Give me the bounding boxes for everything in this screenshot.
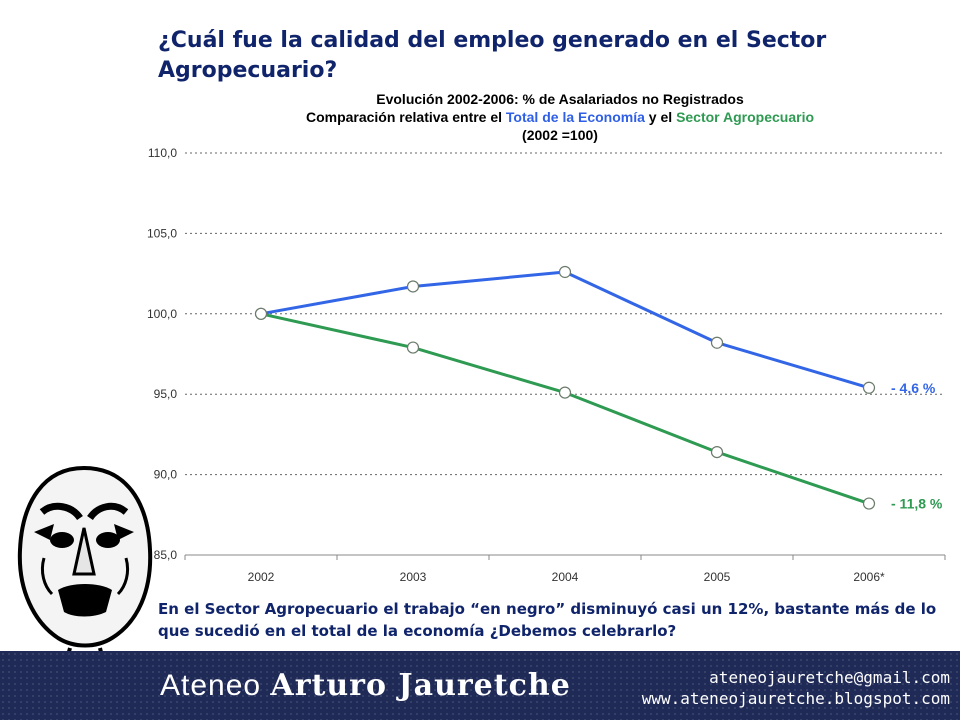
y-tick-label: 85,0	[154, 548, 178, 562]
slide-title: ¿Cuál fue la calidad del empleo generado…	[158, 28, 827, 83]
data-point	[558, 386, 572, 399]
data-point	[558, 265, 572, 279]
brand-part2: Arturo Jauretche	[270, 668, 571, 703]
data-point	[862, 381, 876, 394]
contact-info: ateneojauretche@gmail.com www.ateneojaur…	[642, 667, 950, 709]
chart-subtitle-mid: y el	[644, 109, 677, 125]
data-point	[406, 341, 420, 354]
mascot-illustration	[17, 465, 153, 707]
x-tick-label: 2004	[552, 570, 579, 584]
y-tick-label: 100,0	[147, 307, 177, 321]
series-end-label: - 4,6 %	[891, 380, 936, 396]
chart-subtitle: Comparación relativa entre el Total de l…	[230, 108, 890, 126]
data-point	[406, 280, 420, 293]
y-tick-label: 110,0	[148, 146, 177, 160]
y-tick-label: 90,0	[154, 468, 178, 482]
line-chart: 110,0 105,0 100,0 95,0 90,0 85,0 2002 2003 2004 2…	[147, 146, 946, 584]
x-tick-label: 2005	[704, 570, 731, 584]
data-point	[710, 445, 724, 459]
chart-subtitle-agro: Sector Agropecuario	[676, 109, 815, 125]
data-point	[710, 336, 724, 349]
contact-email[interactable]: ateneojauretche@gmail.com	[709, 668, 950, 687]
x-tick-label: 2002	[248, 570, 275, 584]
y-tick-label: 105,0	[147, 226, 177, 240]
chart-subtitle-prefix: Comparación relativa entre el	[305, 109, 506, 125]
chart-title: Evolución 2002-2006: % de Asalariados no…	[376, 91, 744, 107]
series-end-label: - 11,8 %	[891, 496, 943, 512]
footer-texture	[0, 651, 960, 720]
data-point	[862, 497, 876, 510]
chart-base-note: (2002 =100)	[522, 127, 598, 143]
chart-subtitle-total: Total de la Economía	[505, 109, 645, 125]
series-line-1	[260, 270, 870, 390]
brand-name: Ateneo Arturo Jauretche	[160, 668, 571, 703]
x-tick-label: 2006*	[853, 570, 885, 584]
brand-part1: Ateneo	[160, 669, 271, 702]
caption-text: En el Sector Agropecuario el trabajo “en…	[158, 600, 937, 640]
y-tick-label: 95,0	[154, 387, 178, 401]
contact-website[interactable]: www.ateneojauretche.blogspot.com	[641, 689, 950, 708]
data-point	[254, 307, 268, 320]
chart-header: Evolución 2002-2006: % de Asalariados no…	[230, 90, 890, 144]
footer-bar	[0, 651, 960, 720]
x-tick-label: 2003	[400, 570, 427, 584]
